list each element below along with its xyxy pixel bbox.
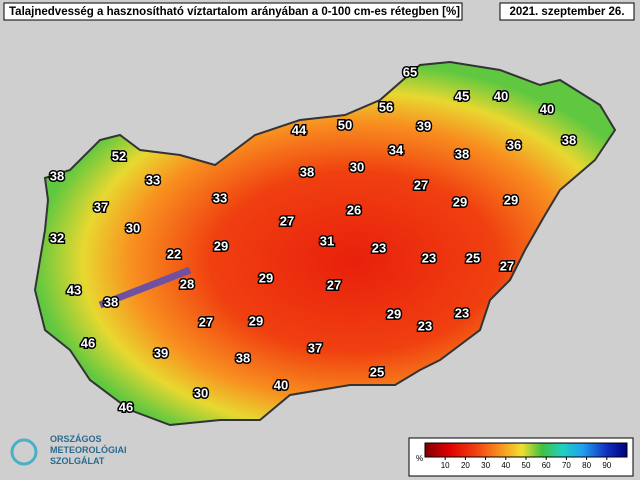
station-value: 27 [414,177,428,192]
station-value: 29 [387,306,401,321]
logo-text: ORSZÁGOS [50,434,102,444]
station-value: 38 [455,146,469,161]
station-value: 40 [274,377,288,392]
logo-text: SZOLGÁLAT [50,456,105,466]
station-value: 37 [94,199,108,214]
station-value: 27 [280,213,294,228]
station-value: 65 [403,64,417,79]
station-value: 32 [50,230,64,245]
legend-tick-label: 10 [441,461,450,470]
station-value: 43 [67,282,81,297]
station-value: 56 [379,99,393,114]
logo-icon [10,438,38,466]
logo-text: METEOROLÓGIAI [50,444,127,455]
station-value: 40 [540,101,554,116]
station-value: 30 [350,159,364,174]
station-value: 26 [347,202,361,217]
station-value: 46 [81,335,95,350]
station-value: 46 [119,399,133,414]
legend-tick-label: 50 [522,461,531,470]
station-value: 23 [418,318,432,333]
legend-tick-label: 20 [461,461,470,470]
station-value: 38 [104,294,118,309]
station-value: 44 [292,122,307,137]
station-value: 37 [308,340,322,355]
station-value: 28 [180,276,194,291]
colorbar [424,442,628,458]
station-value: 27 [199,314,213,329]
station-value: 25 [370,364,384,379]
legend-tick-label: 70 [562,461,571,470]
station-value: 30 [194,385,208,400]
station-value: 33 [213,190,227,205]
station-value: 27 [327,277,341,292]
station-value: 38 [562,132,576,147]
lake-balaton [98,266,192,309]
legend-tick-label: 30 [481,461,490,470]
station-value: 23 [372,240,386,255]
station-value: 29 [504,192,518,207]
station-value: 33 [146,172,160,187]
station-value: 36 [507,137,521,152]
legend-tick-label: 40 [501,461,510,470]
legend-tick-label: 90 [602,461,611,470]
legend-tick-label: 80 [582,461,591,470]
date-box [499,2,635,21]
station-value: 38 [236,350,250,365]
title-box [3,2,463,21]
station-value: 31 [320,233,334,248]
hungary [33,60,617,427]
station-value: 39 [154,345,168,360]
station-value: 52 [112,148,126,163]
station-value: 29 [259,270,273,285]
station-value: 29 [453,194,467,209]
station-value: 23 [422,250,436,265]
station-value: 34 [389,142,404,157]
station-value: 25 [466,250,480,265]
station-value: 23 [455,305,469,320]
legend-tick-label: 60 [542,461,551,470]
title: Talajnedvesség a hasznosítható víztartal… [9,6,460,18]
station-value: 39 [417,118,431,133]
station-value: 30 [126,220,140,235]
station-value: 27 [500,258,514,273]
legend-unit: % [416,454,423,463]
station-value: 50 [338,117,352,132]
station-value: 38 [300,164,314,179]
station-value: 29 [214,238,228,253]
station-value: 29 [249,313,263,328]
station-value: 40 [494,88,508,103]
station-value: 45 [455,88,469,103]
station-value: 38 [50,168,64,183]
date: 2021. szeptember 26. [509,6,624,18]
station-value: 22 [167,246,181,261]
